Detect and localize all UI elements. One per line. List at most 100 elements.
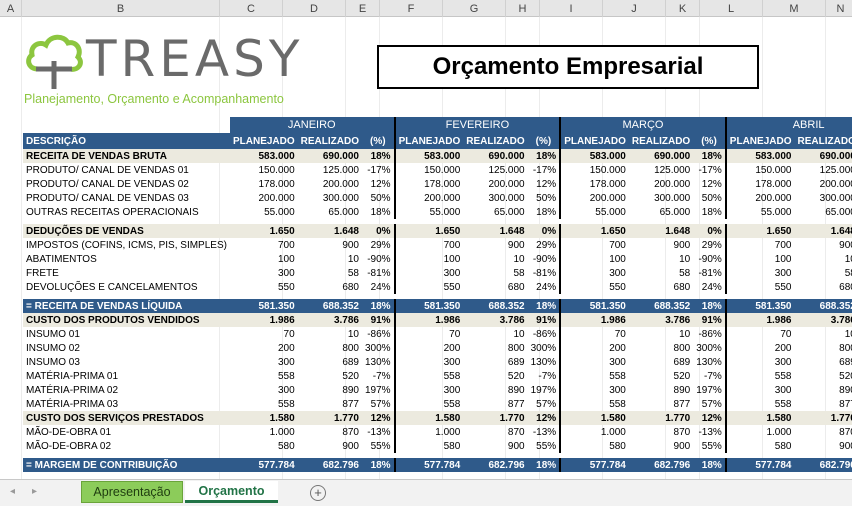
planned-value[interactable]: 70 — [283, 328, 295, 340]
column-header-k[interactable]: K — [666, 0, 700, 17]
planned-value[interactable]: 200.000 — [393, 191, 464, 205]
planned-value[interactable]: 558 — [393, 397, 464, 411]
sub-header[interactable]: REALIZADO — [628, 133, 694, 149]
actual-value[interactable]: 800 — [507, 342, 525, 354]
actual-value[interactable]: 890 — [342, 384, 359, 396]
planned-value[interactable]: 55.000 — [559, 205, 629, 219]
actual-value[interactable]: 1.648 — [628, 224, 694, 238]
actual-value[interactable]: 682.796 — [794, 458, 852, 472]
row-label[interactable]: DEDUÇÕES DE VENDAS — [23, 224, 230, 238]
actual-value[interactable]: 689 — [507, 356, 525, 368]
percent-value[interactable]: 55% — [536, 440, 557, 452]
actual-value[interactable]: 890 — [839, 384, 852, 396]
row-label[interactable]: FRETE — [26, 267, 59, 279]
actual-value[interactable]: 58 — [347, 267, 359, 279]
actual-value[interactable]: 1.648 — [794, 224, 852, 238]
percent-value[interactable]: 197% — [365, 384, 391, 396]
column-header-h[interactable]: H — [506, 0, 540, 17]
percent-value[interactable]: 18% — [701, 206, 722, 218]
percent-value[interactable]: 197% — [530, 384, 557, 396]
planned-value[interactable]: 558 — [277, 370, 295, 382]
spreadsheet-area[interactable]: TREASY Planejamento, Orçamento e Acompan… — [0, 17, 852, 479]
actual-value[interactable]: 10 — [679, 328, 691, 340]
row-label[interactable]: PRODUTO/ CANAL DE VENDAS 03 — [26, 192, 189, 204]
actual-value[interactable]: 65.000 — [825, 206, 852, 218]
planned-value[interactable]: 550 — [724, 280, 795, 294]
planned-value[interactable]: 577.784 — [393, 458, 464, 472]
actual-value[interactable]: 682.796 — [463, 458, 528, 472]
percent-value[interactable]: 18% — [693, 149, 726, 163]
actual-value[interactable]: 10 — [347, 328, 359, 340]
planned-value[interactable]: 580 — [724, 439, 795, 453]
actual-value[interactable]: 200.000 — [819, 178, 852, 190]
column-header-g[interactable]: G — [443, 0, 506, 17]
tab-apresentacao[interactable]: Apresentação — [81, 481, 183, 503]
planned-value[interactable]: 200.000 — [724, 191, 795, 205]
actual-value[interactable]: 680 — [839, 281, 852, 293]
percent-value[interactable]: 300% — [530, 342, 557, 354]
planned-value[interactable]: 1.650 — [724, 224, 795, 238]
actual-value[interactable]: 10 — [679, 253, 691, 265]
column-header-f[interactable]: F — [380, 0, 443, 17]
actual-value[interactable]: 689 — [673, 356, 691, 368]
actual-value[interactable]: 900 — [507, 440, 525, 452]
planned-value[interactable]: 577.784 — [724, 458, 795, 472]
actual-value[interactable]: 690.000 — [794, 149, 852, 163]
planned-value[interactable]: 583.000 — [229, 149, 298, 163]
actual-value[interactable]: 10 — [844, 328, 852, 340]
percent-value[interactable]: 57% — [370, 398, 391, 410]
percent-value[interactable]: 197% — [696, 384, 722, 396]
sub-header[interactable]: (%) — [693, 133, 726, 149]
percent-value[interactable]: 18% — [527, 299, 561, 313]
planned-value[interactable]: 300 — [559, 266, 629, 280]
column-header-a[interactable]: A — [0, 0, 22, 17]
planned-value[interactable]: 581.350 — [393, 299, 464, 313]
planned-value[interactable]: 300 — [724, 266, 795, 280]
percent-value[interactable]: -13% — [367, 426, 391, 438]
planned-value[interactable]: 1.580 — [559, 411, 629, 425]
planned-value[interactable]: 150.000 — [258, 164, 295, 176]
planned-value[interactable]: 178.000 — [258, 178, 295, 190]
percent-value[interactable]: 0% — [693, 224, 726, 238]
actual-value[interactable]: 800 — [342, 342, 359, 354]
actual-value[interactable]: 65.000 — [328, 206, 359, 218]
planned-value[interactable]: 700 — [724, 238, 795, 252]
planned-value[interactable]: 70 — [393, 327, 464, 341]
percent-value[interactable]: 12% — [527, 411, 561, 425]
row-label[interactable]: RECEITA DE VENDAS BRUTA — [23, 149, 230, 163]
planned-value[interactable]: 583.000 — [393, 149, 464, 163]
percent-value[interactable]: 12% — [693, 411, 726, 425]
planned-value[interactable]: 550 — [393, 280, 464, 294]
tab-orcamento[interactable]: Orçamento — [185, 481, 278, 503]
planned-value[interactable]: 1.580 — [724, 411, 795, 425]
actual-value[interactable]: 1.648 — [463, 224, 528, 238]
actual-value[interactable]: 688.352 — [794, 299, 852, 313]
actual-value[interactable]: 680 — [507, 281, 525, 293]
planned-value[interactable]: 1.000 — [559, 425, 629, 439]
percent-value[interactable]: 91% — [527, 313, 561, 327]
percent-value[interactable]: -17% — [698, 164, 722, 176]
sub-header[interactable]: REALIZADO — [297, 133, 362, 149]
planned-value[interactable]: 300 — [393, 355, 464, 369]
actual-value[interactable]: 800 — [673, 342, 691, 354]
actual-value[interactable]: 10 — [513, 328, 525, 340]
row-label[interactable]: MÃO-DE-OBRA 01 — [26, 426, 112, 438]
actual-value[interactable]: 900 — [839, 239, 852, 251]
actual-value[interactable]: 200.000 — [654, 178, 691, 190]
percent-value[interactable]: 18% — [527, 458, 561, 472]
actual-value[interactable]: 300.000 — [654, 192, 691, 204]
percent-value[interactable]: 50% — [701, 192, 722, 204]
actual-value[interactable]: 10 — [513, 253, 525, 265]
actual-value[interactable]: 1.770 — [794, 411, 852, 425]
actual-value[interactable]: 682.796 — [628, 458, 694, 472]
percent-value[interactable]: -90% — [698, 253, 722, 265]
percent-value[interactable]: -81% — [698, 267, 722, 279]
sub-header[interactable]: PLANEJADO — [393, 133, 464, 149]
percent-value[interactable]: 57% — [536, 398, 557, 410]
planned-value[interactable]: 70 — [724, 327, 795, 341]
planned-value[interactable]: 55.000 — [264, 206, 295, 218]
actual-value[interactable]: 58 — [844, 267, 852, 279]
row-label[interactable]: ABATIMENTOS — [26, 253, 97, 265]
planned-value[interactable]: 583.000 — [559, 149, 629, 163]
planned-value[interactable]: 300 — [559, 383, 629, 397]
